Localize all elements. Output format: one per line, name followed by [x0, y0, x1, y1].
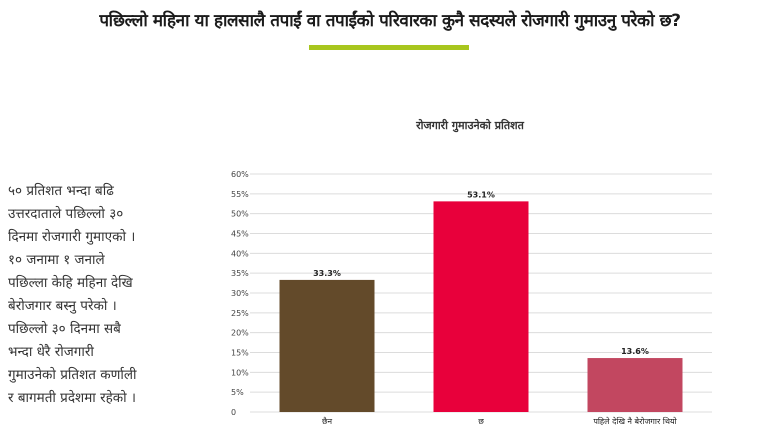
- title-underline: [309, 45, 469, 50]
- y-tick-label: 25%: [231, 309, 249, 318]
- y-tick-label: 40%: [231, 249, 249, 258]
- summary-text: ५० प्रतिशत भन्दा बढि उत्तरदाताले पछिल्लो…: [8, 180, 168, 410]
- bar: [433, 201, 529, 412]
- x-category-label: छ: [478, 417, 484, 426]
- y-tick-label: 30%: [231, 289, 249, 298]
- page-title: पछिल्लो महिना या हालसालै तपाईं वा तपाईंक…: [99, 11, 681, 31]
- summary-line: दिनमा रोजगारी गुमाएको ।: [8, 229, 136, 245]
- summary-line: ५० प्रतिशत भन्दा बढि: [8, 183, 114, 199]
- bar: [587, 358, 683, 412]
- summary-line: पछिल्लो ३० दिनमा सबै: [8, 321, 121, 337]
- x-category-label: पहिले देखि नै बेरोजगार थियो: [593, 416, 677, 426]
- summary-line: भन्दा धेरै रोजगारी: [8, 344, 94, 360]
- data-label: 13.6%: [621, 347, 649, 356]
- y-tick-label: 50%: [231, 210, 249, 219]
- x-category-label: छैन: [322, 416, 333, 426]
- y-tick-label: 10%: [231, 368, 249, 377]
- y-tick-label: 55%: [231, 190, 249, 199]
- data-label: 53.1%: [467, 190, 495, 199]
- y-tick-label: 60%: [231, 170, 249, 179]
- summary-line: उत्तरदाताले पछिल्लो ३०: [8, 206, 124, 222]
- y-tick-label: 5%: [231, 388, 244, 397]
- bar: [279, 279, 375, 412]
- data-label: 33.3%: [313, 269, 341, 278]
- y-tick-label: 0: [231, 408, 236, 417]
- chart-title: रोजगारी गुमाउनेको प्रतिशत: [416, 119, 524, 132]
- y-tick-label: 35%: [231, 269, 249, 278]
- summary-line: १० जनामा १ जनाले: [8, 252, 105, 268]
- summary-line: गुमाउनेको प्रतिशत कर्णाली: [8, 367, 137, 383]
- summary-line: पछिल्ला केहि महिना देखि: [8, 275, 133, 291]
- summary-line: बेरोजगार बस्नु परेको ।: [8, 298, 117, 314]
- y-tick-label: 20%: [231, 329, 249, 338]
- summary-line: र बागमती प्रदेशमा रहेको ।: [8, 390, 137, 406]
- y-tick-label: 15%: [231, 349, 249, 358]
- y-tick-label: 45%: [231, 230, 249, 239]
